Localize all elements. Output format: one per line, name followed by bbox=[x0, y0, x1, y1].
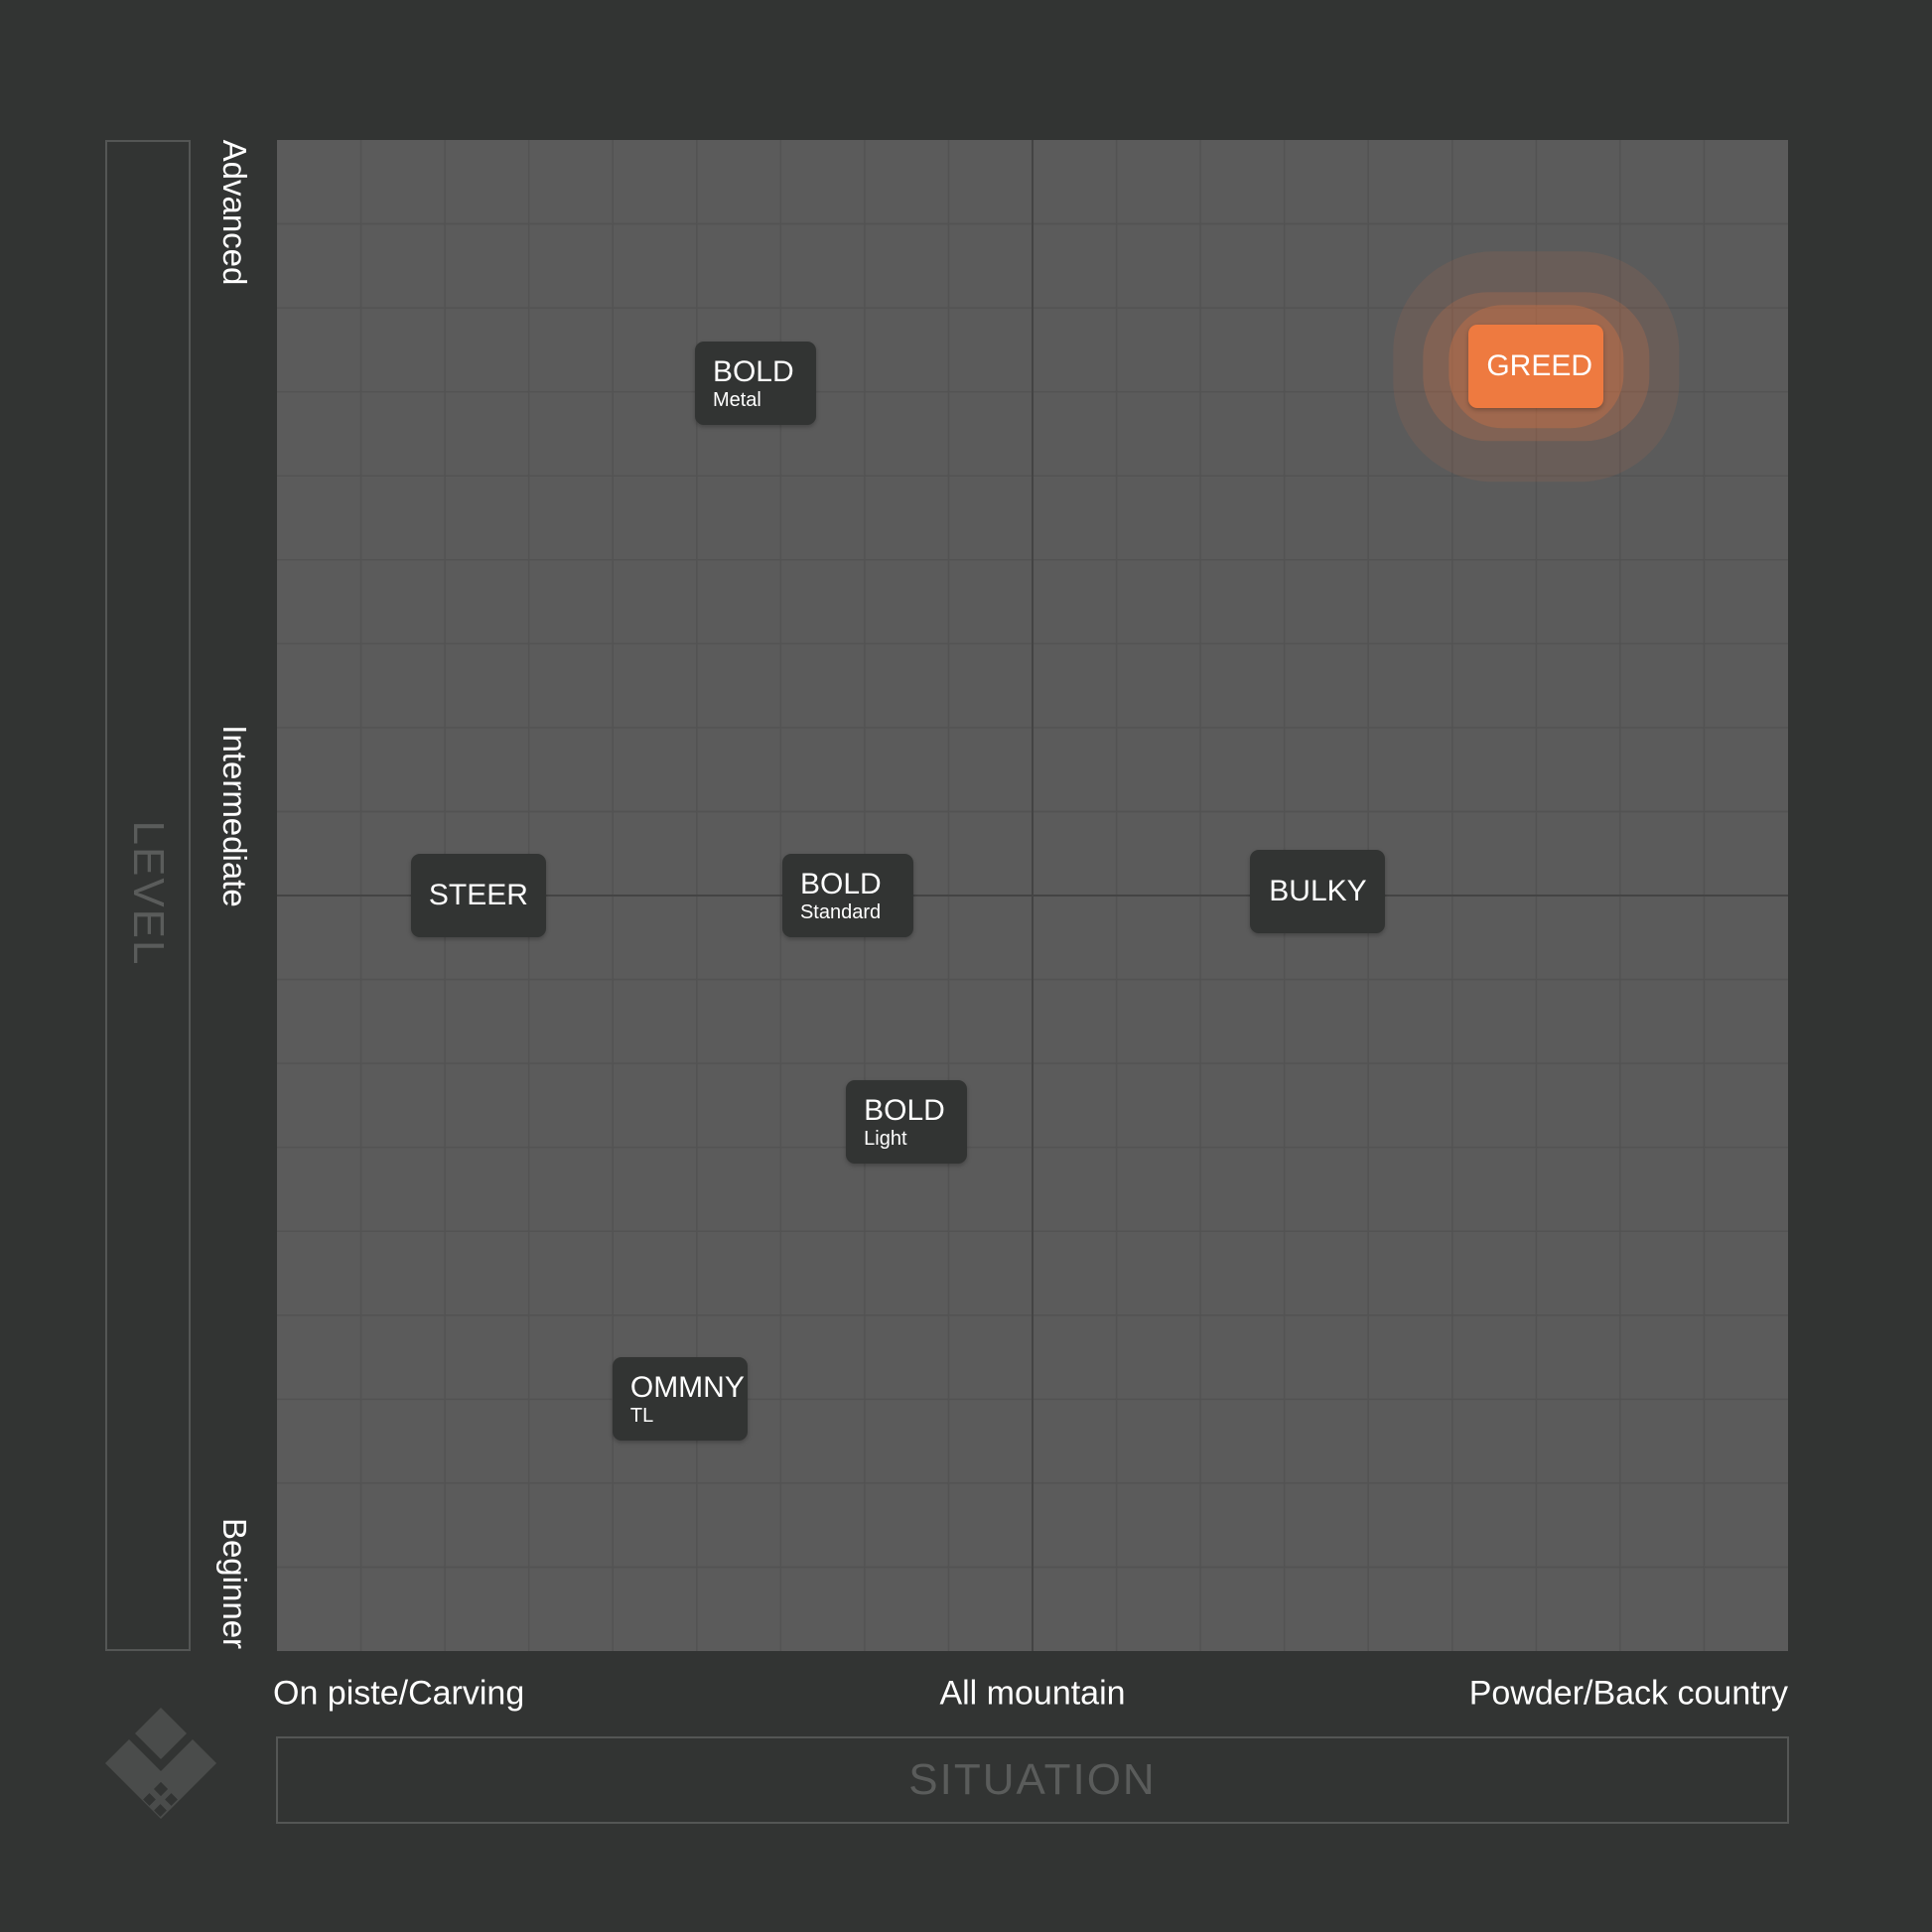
x-axis-title-box: SITUATION bbox=[276, 1736, 1789, 1824]
marker-subtitle: Light bbox=[864, 1127, 907, 1150]
y-tick-intermediate: Intermediate bbox=[216, 725, 253, 907]
marker-steer[interactable]: STEER bbox=[410, 854, 546, 937]
marker-name: BULKY bbox=[1269, 874, 1367, 907]
marker-name: BOLD bbox=[864, 1093, 945, 1127]
y-axis-title: LEVEL bbox=[124, 820, 173, 967]
marker-name: GREED bbox=[1486, 349, 1593, 383]
y-tick-beginner: Beginner bbox=[216, 1517, 253, 1650]
y-axis-title-box bbox=[105, 140, 191, 1651]
marker-ommny-tl[interactable]: OMMNY TL bbox=[612, 1357, 748, 1442]
marker-greed[interactable]: GREED bbox=[1468, 325, 1604, 409]
y-tick-advanced: Advanced bbox=[216, 139, 253, 286]
marker-bold-light[interactable]: BOLD Light bbox=[846, 1080, 968, 1165]
marker-name: OMMNY bbox=[629, 1370, 745, 1404]
marker-name: STEER bbox=[428, 879, 528, 911]
marker-bold-metal[interactable]: BOLD Metal bbox=[694, 342, 816, 426]
marker-name: BOLD bbox=[799, 867, 882, 900]
marker-name: BOLD bbox=[712, 354, 794, 388]
brand-logo-icon bbox=[105, 1708, 216, 1819]
x-tick-powder: Powder/Back country bbox=[1468, 1674, 1788, 1713]
marker-subtitle: Standard bbox=[799, 900, 882, 923]
x-axis-title: SITUATION bbox=[908, 1755, 1157, 1804]
marker-subtitle: Metal bbox=[712, 388, 761, 411]
x-tick-on-piste: On piste/Carving bbox=[273, 1674, 525, 1713]
x-tick-all-mountain: All mountain bbox=[939, 1674, 1126, 1713]
marker-subtitle: TL bbox=[629, 1404, 654, 1427]
marker-bulky[interactable]: BULKY bbox=[1250, 849, 1386, 933]
marker-bold-standard[interactable]: BOLD Standard bbox=[781, 854, 913, 937]
